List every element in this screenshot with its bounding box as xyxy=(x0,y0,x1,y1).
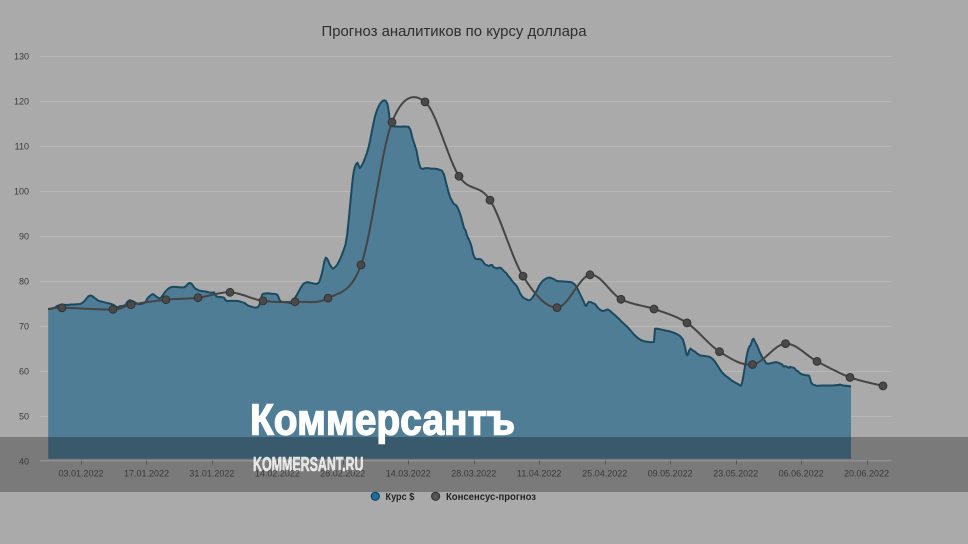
svg-text:28.02.2022: 28.02.2022 xyxy=(320,468,365,478)
svg-text:80: 80 xyxy=(19,277,29,287)
svg-text:23.05.2022: 23.05.2022 xyxy=(713,468,758,478)
svg-text:28.03.2022: 28.03.2022 xyxy=(451,468,496,478)
svg-text:100: 100 xyxy=(14,187,29,197)
svg-text:KOMMERSANT.RU: KOMMERSANT.RU xyxy=(253,454,364,476)
svg-text:25.04.2022: 25.04.2022 xyxy=(582,468,627,478)
svg-text:14.02.2022: 14.02.2022 xyxy=(255,468,300,478)
svg-text:Консенсус-прогноз: Консенсус-прогноз xyxy=(446,492,536,503)
svg-text:90: 90 xyxy=(19,232,29,242)
svg-text:Курс $: Курс $ xyxy=(386,492,415,503)
svg-text:03.01.2022: 03.01.2022 xyxy=(58,468,103,478)
svg-text:20.06.2022: 20.06.2022 xyxy=(844,468,889,478)
svg-text:17.01.2022: 17.01.2022 xyxy=(124,468,169,478)
svg-text:60: 60 xyxy=(19,367,29,377)
svg-text:70: 70 xyxy=(19,322,29,332)
svg-text:50: 50 xyxy=(19,412,29,422)
svg-text:40: 40 xyxy=(19,457,29,467)
svg-text:31.01.2022: 31.01.2022 xyxy=(189,468,234,478)
svg-text:110: 110 xyxy=(15,142,29,152)
svg-text:14.03.2022: 14.03.2022 xyxy=(386,468,431,478)
svg-text:Прогноз аналитиков по курсу до: Прогноз аналитиков по курсу доллара xyxy=(322,24,588,40)
svg-text:120: 120 xyxy=(14,97,29,107)
svg-text:130: 130 xyxy=(14,52,29,62)
svg-text:06.06.2022: 06.06.2022 xyxy=(779,468,824,478)
svg-text:11.04.2022: 11.04.2022 xyxy=(517,468,561,478)
svg-text:09.05.2022: 09.05.2022 xyxy=(648,468,693,478)
svg-text:Коммерсантъ: Коммерсантъ xyxy=(250,396,515,445)
